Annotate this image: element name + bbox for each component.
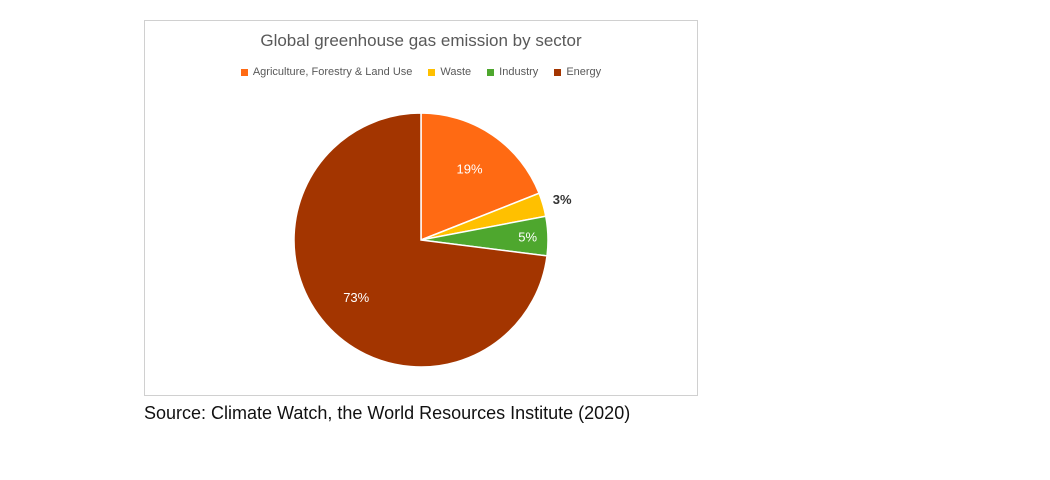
legend-item-industry: Industry (487, 66, 538, 78)
chart-legend: Agriculture, Forestry & Land Use Waste I… (145, 66, 697, 78)
legend-item-energy: Energy (554, 66, 601, 78)
data-label-industry: 5% (518, 230, 537, 245)
legend-label-energy: Energy (566, 66, 602, 78)
legend-item-agriculture: Agriculture, Forestry & Land Use (240, 66, 413, 78)
legend-label-waste: Waste (440, 66, 472, 78)
legend-swatch-waste (428, 68, 436, 76)
legend-label-industry: Industry (499, 66, 539, 78)
legend-swatch-agriculture (240, 68, 248, 76)
legend-label-agriculture: Agriculture, Forestry & Land Use (252, 66, 413, 78)
legend-item-waste: Waste (428, 66, 471, 78)
data-label-waste: 3% (553, 192, 572, 207)
legend-swatch-industry (487, 68, 495, 76)
chart-container: Global greenhouse gas emission by sector… (144, 20, 698, 396)
pie-slice-energy (293, 112, 548, 368)
pie-slice-agriculture (420, 112, 541, 242)
chart-title: Global greenhouse gas emission by sector (260, 31, 582, 50)
source-note: Source: Climate Watch, the World Resourc… (144, 403, 631, 423)
data-label-agriculture: 19% (457, 162, 483, 177)
pie-chart: 19% 3% 5% 73% (293, 112, 572, 368)
legend-swatch-energy (554, 68, 562, 76)
data-label-energy: 73% (343, 290, 369, 305)
